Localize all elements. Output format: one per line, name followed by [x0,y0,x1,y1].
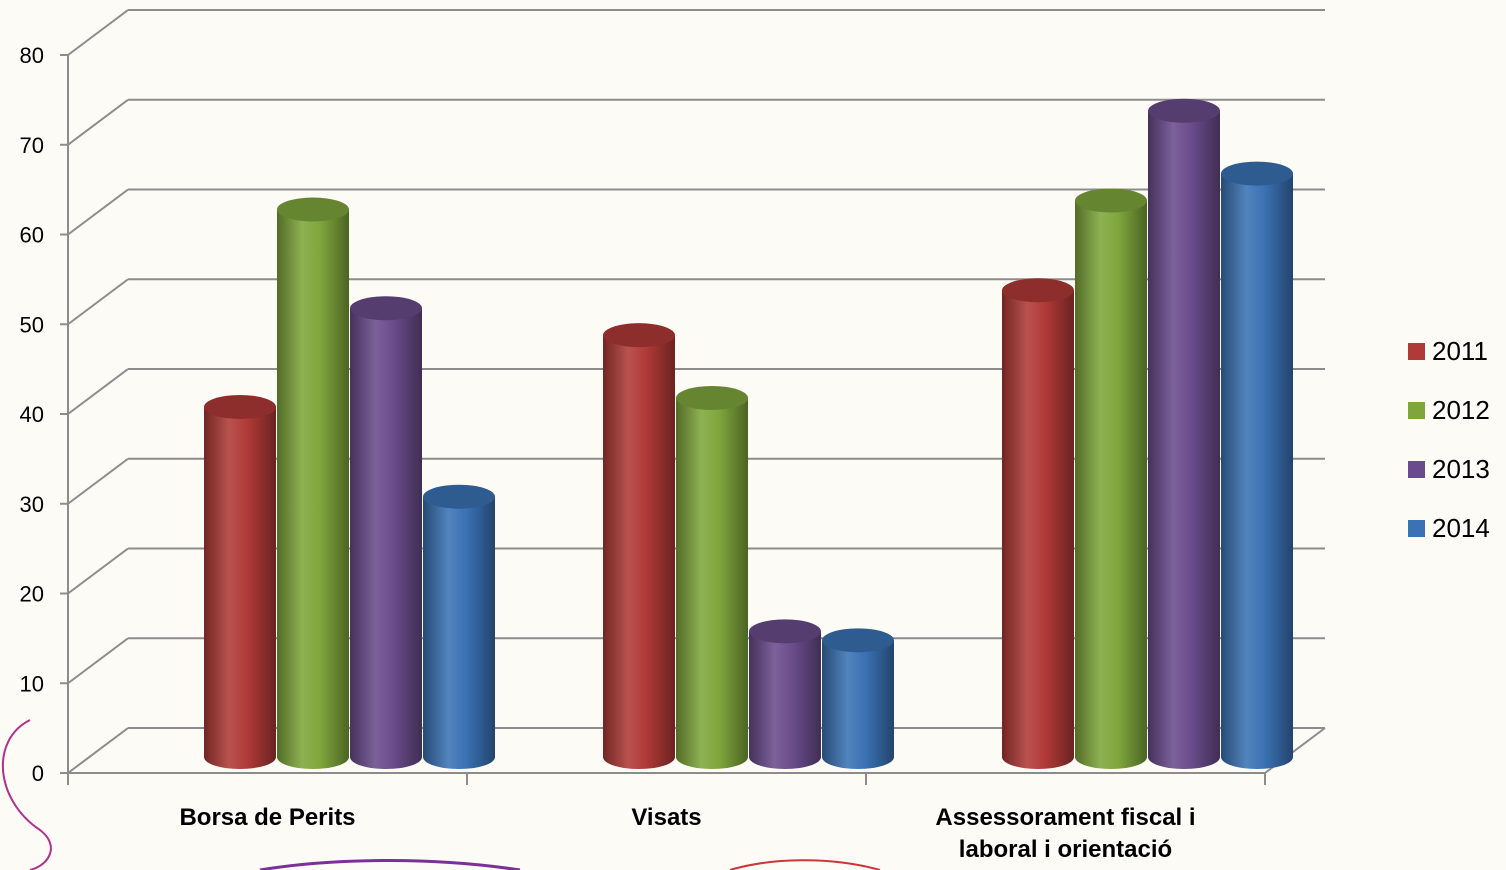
bar-top [1148,98,1220,123]
gridline-diagonal [67,9,129,56]
legend-label: 2014 [1432,513,1490,543]
bar-top [1002,278,1074,303]
bar [749,619,821,769]
legend: 2011 2012 2013 2014 [1408,336,1490,543]
legend-item: 2012 [1408,395,1490,425]
bar-body [1002,290,1074,769]
y-tick-label: 80 [20,43,44,68]
y-tick-label: 60 [20,223,44,248]
category-label: Assessorament fiscal i laboral i orientac… [935,804,1195,863]
legend-item: 2013 [1408,454,1490,484]
bar-body [204,406,276,769]
bar-top [822,628,894,653]
bar [822,628,894,769]
bar-body [822,640,894,769]
y-tick-label: 70 [20,133,44,158]
bar-body [603,335,675,769]
gridline-diagonal [67,188,129,236]
bar [277,197,349,769]
bar [676,386,748,769]
bar [204,394,276,769]
swirl-mid [259,859,521,870]
legend-item: 2011 [1408,336,1488,366]
bar-body [1075,200,1147,770]
bar-top [1075,188,1147,213]
gridline-diagonal [67,727,129,774]
gridline-diagonal [67,278,129,326]
legend-label: 2013 [1432,454,1490,484]
bars [204,98,1293,770]
swirl-right [729,859,881,870]
bar-body [1221,173,1293,769]
legend-label: 2011 [1432,336,1488,366]
category-label: Borsa de Perits [179,804,355,831]
legend-swatch [1408,343,1425,360]
legend-item: 2014 [1408,513,1490,543]
gridline-diagonal [67,547,129,595]
y-tick-label: 0 [32,761,44,786]
bar-body [277,209,349,769]
bar-body [350,308,422,769]
gridline-diagonal [67,457,129,505]
bar-body [423,496,495,769]
gridline-diagonal [67,368,129,415]
bar-top [603,323,675,348]
bar-top [423,484,495,509]
bar-body [749,631,821,769]
gridline-diagonal [67,637,129,685]
legend-swatch [1408,461,1425,478]
bar [1148,98,1220,770]
bar [423,484,495,769]
category-label: Visats [631,804,701,831]
bar-top [277,197,349,222]
y-tick-label: 30 [20,492,44,517]
y-tick-label: 20 [20,582,44,607]
bar-top [204,394,276,419]
bar-body [676,398,748,769]
bar [603,323,675,769]
bar-top [1221,161,1293,186]
category-labels: Borsa de Perits Visats Assessorament fisca… [179,804,1195,863]
legend-swatch [1408,520,1425,537]
bar [1075,188,1147,770]
bar [1221,161,1293,769]
bar [1002,278,1074,769]
y-tick-label: 50 [20,312,44,337]
legend-swatch [1408,402,1425,419]
bar [350,296,422,769]
gridline-diagonal [67,98,129,146]
y-tick-label: 10 [20,671,44,696]
swirl-left [1,719,52,870]
y-tick-label: 40 [20,402,44,427]
bar-top [749,619,821,644]
bar-top [350,296,422,321]
decorative-swirls [1,719,881,870]
legend-label: 2012 [1432,395,1490,425]
bar-top [676,386,748,410]
y-tick-labels: 0 10 20 30 40 50 60 70 80 [20,43,44,786]
bar-body [1148,110,1220,770]
